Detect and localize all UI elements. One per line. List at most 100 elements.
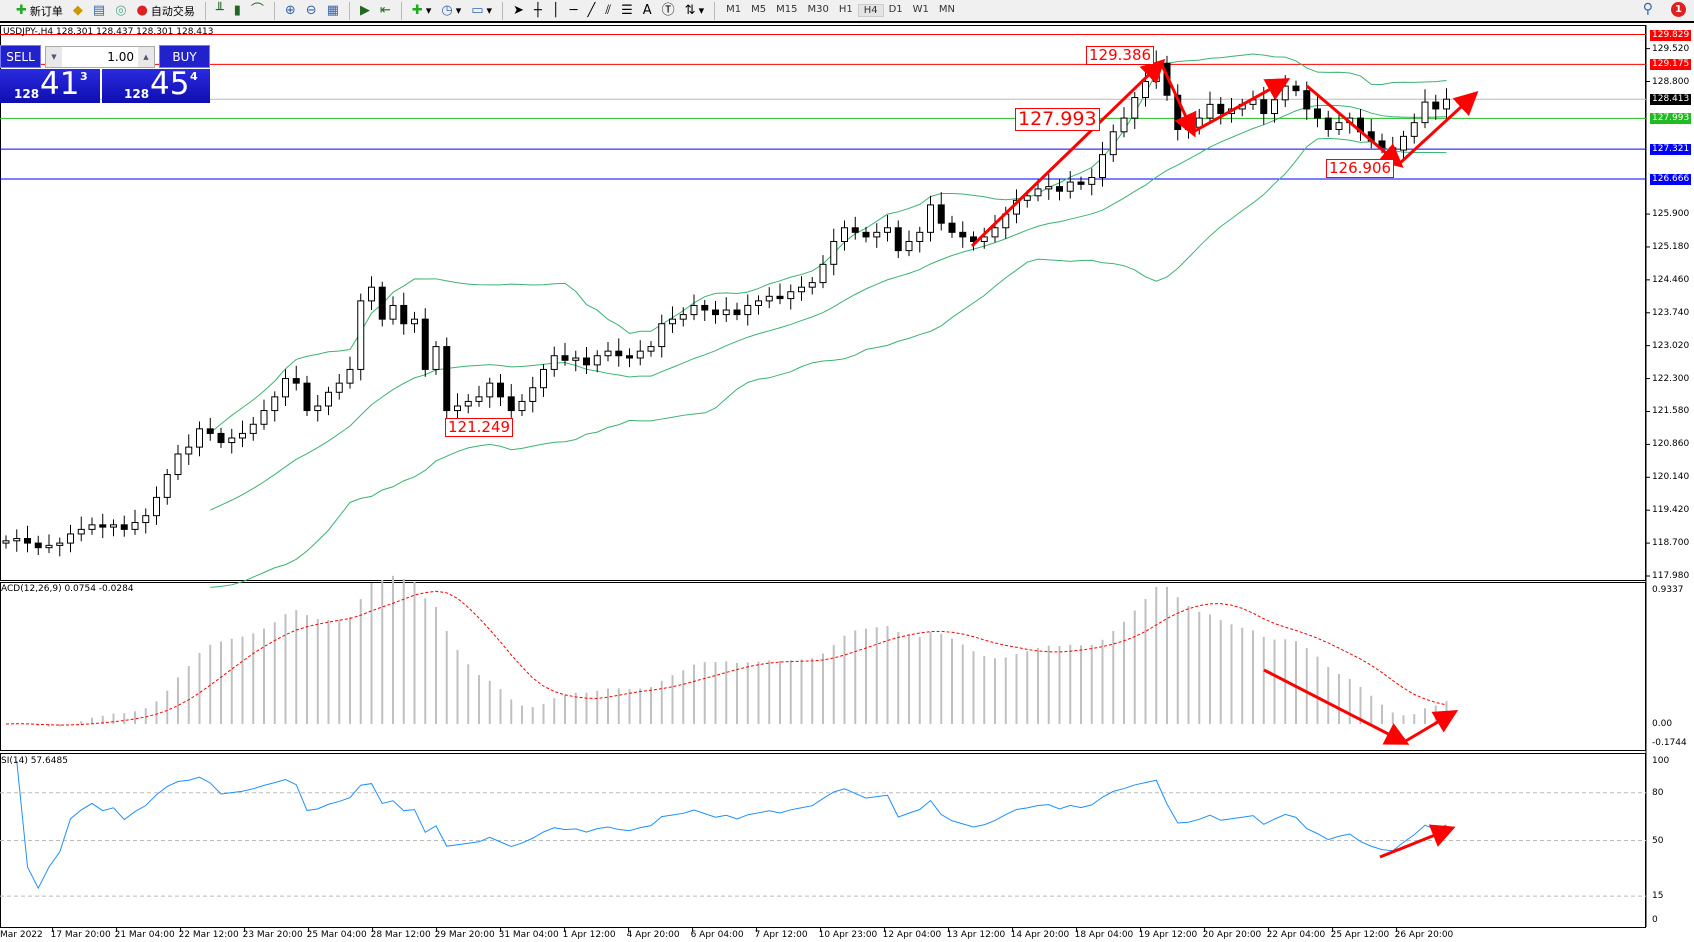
timeframe-m5[interactable]: M5	[751, 4, 767, 15]
buy-price-prefix: 128	[124, 87, 150, 101]
annotation-march-low[interactable]: 121.249	[445, 418, 514, 437]
candle-body	[776, 295, 784, 300]
candle-body	[153, 496, 160, 517]
line-chart-button[interactable]: ⌒	[247, 1, 268, 21]
candle-body	[851, 227, 859, 233]
chart-shift-button[interactable]: ⇤	[376, 1, 395, 21]
candle-body	[260, 410, 268, 425]
tile-windows-button[interactable]: ▦	[323, 1, 343, 21]
macd-tick: 0.00	[1652, 719, 1673, 729]
cursor-button[interactable]: ➤	[509, 1, 528, 21]
terminal-button[interactable]: ▤	[89, 1, 109, 21]
zoom-in-icon: ⊕	[284, 3, 296, 18]
candle-body	[142, 515, 150, 524]
one-click-trading-panel: SELL ▼ ▲ BUY 128 41 3 128 45 4	[0, 45, 210, 103]
zoom-out-button[interactable]: ⊖	[302, 1, 321, 21]
annotation-low[interactable]: 126.906	[1326, 159, 1395, 178]
trend-arrow	[970, 58, 1166, 248]
lots-input[interactable]	[62, 50, 138, 64]
rsi-tick: 50	[1652, 835, 1664, 846]
timeframe-w1[interactable]: W1	[912, 4, 929, 15]
fibonacci-button[interactable]: ☰	[617, 1, 637, 21]
candle-body	[873, 231, 881, 238]
candle-body	[991, 227, 999, 238]
buy-price[interactable]: 128 45 4	[102, 66, 210, 103]
level-label: 127.321	[1650, 144, 1692, 156]
signal-icon: ◎	[115, 3, 127, 18]
trend-arrow	[1306, 84, 1404, 168]
candle-chart-button[interactable]: ▮	[230, 1, 245, 21]
timeframe-m15[interactable]: M15	[776, 4, 798, 15]
bar-chart-button[interactable]: ╨	[212, 1, 228, 21]
increase-lots-button[interactable]: ▲	[138, 47, 154, 67]
notification-badge[interactable]: 1	[1671, 1, 1686, 17]
signals-button[interactable]: ◎	[111, 1, 130, 21]
level-label: 129.175	[1650, 59, 1692, 71]
timeframe-m30[interactable]: M30	[807, 4, 829, 15]
timeframe-m1[interactable]: M1	[726, 4, 742, 15]
indicators-button[interactable]: ✚ ▾	[411, 3, 432, 18]
search-icon[interactable]: ⚲	[1642, 1, 1653, 17]
candle-body	[690, 304, 698, 316]
zoom-in-button[interactable]: ⊕	[281, 1, 300, 21]
rsi-label: SI(14) 57.6485	[1, 756, 68, 766]
text-button[interactable]: A	[639, 1, 656, 21]
time-label: 23 Mar 20:00	[242, 930, 303, 940]
price-tick: 128.800	[1652, 76, 1690, 87]
time-label: 1 Apr 12:00	[562, 930, 616, 940]
trendline-button[interactable]: ╱	[583, 1, 599, 21]
periods-button[interactable]: ◷ ▾	[441, 3, 462, 18]
candle-body	[1271, 99, 1278, 115]
macd-tick: 0.9337	[1652, 585, 1684, 595]
level-label: 126.666	[1650, 174, 1692, 186]
horizontal-line-button[interactable]: ─	[566, 1, 582, 21]
auto-trading-button[interactable]: ● 自动交易	[136, 3, 195, 18]
candle-body	[636, 350, 644, 359]
text-label-button[interactable]: Ⓣ	[658, 1, 679, 21]
buy-button[interactable]: BUY	[159, 45, 210, 68]
timeframe-bar: M1 M5 M15 M30 H1 H4 D1 W1 MN	[721, 4, 960, 17]
divider	[400, 1, 402, 20]
time-label: 12 Apr 04:00	[882, 930, 942, 940]
templates-button[interactable]: ▭ ▾	[471, 3, 493, 18]
fibonacci-icon: ☰	[621, 3, 633, 18]
candle-body	[282, 378, 289, 398]
macd-label: ACD(12,26,9) 0.0754 -0.0284	[1, 584, 134, 594]
price-tick: 120.140	[1652, 472, 1690, 483]
trend-arrow	[1397, 90, 1479, 166]
candle-body	[185, 446, 193, 455]
divider	[273, 1, 275, 20]
candle-body	[292, 378, 300, 384]
autoscroll-button[interactable]: ▶	[356, 1, 374, 21]
new-order-button[interactable]: ✚ 新订单	[16, 3, 63, 18]
time-label: 7 Apr 12:00	[754, 930, 808, 940]
timeframe-mn[interactable]: MN	[938, 4, 956, 15]
timeframe-h4[interactable]: H4	[857, 4, 884, 17]
buy-price-fraction: 4	[190, 70, 198, 83]
candle-body	[1303, 90, 1311, 110]
candle-body	[1023, 195, 1031, 201]
sell-price[interactable]: 128 41 3	[0, 66, 100, 103]
channel-icon: ⫽	[605, 3, 612, 18]
sell-button[interactable]: SELL	[0, 45, 41, 68]
candle-body	[497, 382, 504, 398]
decrease-lots-button[interactable]: ▼	[46, 47, 62, 67]
divider	[204, 1, 206, 20]
channel-button[interactable]: ⫽	[601, 1, 615, 21]
symbol-info: USDJPY-,H4 128.301 128.437 128.301 128.4…	[3, 27, 214, 37]
annotation-breakout[interactable]: 127.993	[1015, 108, 1100, 131]
clock-icon: ◷	[441, 3, 453, 18]
annotation-high[interactable]: 129.386	[1086, 46, 1155, 65]
price-tick: 118.700	[1652, 538, 1690, 549]
candle-body	[669, 318, 676, 325]
metaeditor-button[interactable]: ◆	[69, 1, 87, 21]
candle-body	[131, 522, 139, 530]
crosshair-button[interactable]: ┼	[530, 1, 546, 21]
timeframe-h1[interactable]: H1	[838, 4, 853, 15]
timeframe-d1[interactable]: D1	[888, 4, 903, 15]
vertical-line-button[interactable]: │	[548, 1, 564, 21]
arrows-button[interactable]: ⇅ ▾	[684, 3, 705, 18]
tile-icon: ▦	[326, 3, 339, 18]
candle-body	[303, 382, 311, 412]
